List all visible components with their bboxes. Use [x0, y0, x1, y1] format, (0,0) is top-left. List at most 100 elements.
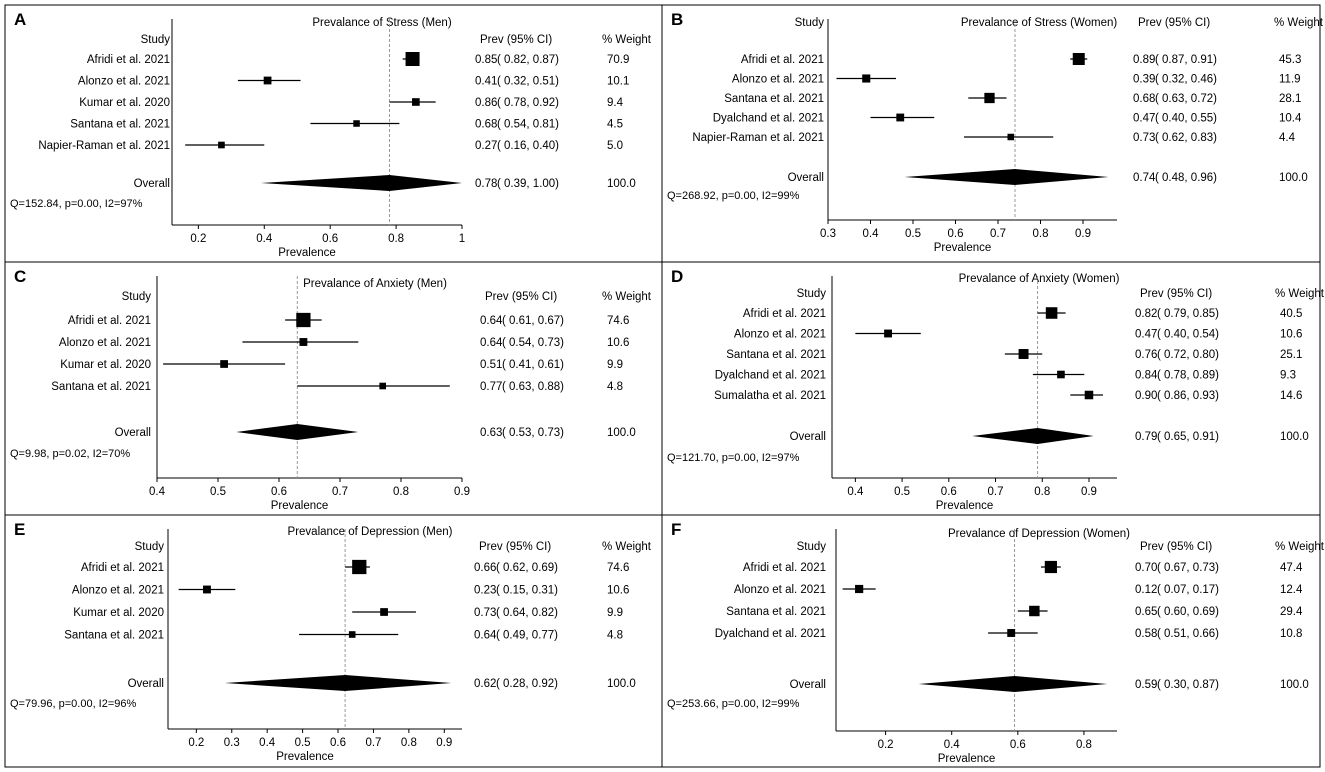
x-tick-label: 0.6	[322, 233, 338, 245]
header-prev-ci: Prev (95% CI)	[1138, 17, 1210, 29]
study-label: Afridi et al. 2021	[743, 308, 826, 320]
overall-prev: 0.74	[1133, 172, 1156, 184]
study-label: Alonzo et al. 2021	[78, 76, 170, 88]
study-weight: 70.9	[607, 54, 629, 66]
overall-ci: ( 0.53, 0.73)	[502, 427, 564, 439]
study-weight: 45.3	[1279, 54, 1301, 66]
study-ci: ( 0.40, 0.55)	[1155, 113, 1217, 125]
study-prev: 0.68	[475, 119, 497, 131]
overall-ci: ( 0.28, 0.92)	[496, 678, 558, 690]
x-axis-label: Prevalence	[938, 753, 996, 765]
study-label: Alonzo et al. 2021	[734, 329, 826, 341]
overall-weight: 100.0	[1279, 172, 1308, 184]
study-weight: 29.4	[1280, 606, 1303, 618]
study-label: Afridi et al. 2021	[743, 562, 826, 574]
study-ci: ( 0.62, 0.69)	[496, 562, 558, 574]
study-prev: 0.64	[474, 630, 497, 642]
study-prev: 0.12	[1135, 584, 1157, 596]
study-ci: ( 0.54, 0.73)	[502, 337, 564, 349]
study-ci: ( 0.40, 0.54)	[1157, 329, 1219, 341]
panel-b: B Prevalance of Stress (Women) Study Prev (…	[661, 4, 1324, 263]
point-estimate-marker	[299, 338, 308, 346]
point-estimate-marker	[1029, 605, 1040, 617]
overall-diamond	[904, 169, 1109, 185]
point-estimate-marker	[352, 559, 367, 575]
panel-letter: B	[671, 10, 683, 29]
heterogeneity-stat: Q=121.70, p=0.00, I2=97%	[667, 452, 800, 464]
overall-weight: 100.0	[1280, 679, 1309, 691]
study-label: Afridi et al. 2021	[741, 54, 824, 66]
study-ci: ( 0.78, 0.92)	[497, 97, 559, 109]
study-label: Sumalatha et al. 2021	[714, 390, 826, 402]
study-prev: 0.23	[474, 585, 496, 597]
panel-letter: C	[14, 267, 26, 286]
point-estimate-marker	[405, 52, 420, 66]
header-prev-ci: Prev (95% CI)	[485, 291, 557, 303]
overall-ci: ( 0.48, 0.96)	[1155, 172, 1217, 184]
study-weight: 10.6	[607, 337, 629, 349]
point-estimate-marker	[412, 98, 420, 106]
study-label: Santana et al. 2021	[70, 119, 170, 131]
study-weight: 9.4	[607, 97, 624, 109]
header-study: Study	[795, 17, 825, 29]
study-ci: ( 0.54, 0.81)	[497, 119, 559, 131]
header-weight: % Weight	[1275, 541, 1325, 553]
point-estimate-marker	[855, 584, 864, 594]
study-prev: 0.89	[1133, 54, 1155, 66]
study-prev: 0.73	[474, 607, 496, 619]
point-estimate-marker	[1057, 370, 1065, 379]
point-estimate-marker	[218, 141, 225, 149]
study-ci: ( 0.72, 0.80)	[1157, 349, 1219, 361]
header-study: Study	[141, 34, 171, 46]
panel-title: Prevalance of Stress (Men)	[312, 17, 452, 29]
study-ci: ( 0.67, 0.73)	[1157, 562, 1219, 574]
point-estimate-marker	[220, 360, 228, 368]
x-tick-label: 0.6	[330, 737, 346, 749]
point-estimate-marker	[1007, 133, 1014, 141]
point-estimate-marker	[380, 608, 388, 616]
point-estimate-marker	[296, 312, 311, 328]
panel-letter: D	[671, 267, 683, 286]
x-tick-label: 0.6	[948, 228, 964, 240]
point-estimate-marker	[1007, 629, 1016, 637]
study-weight: 4.8	[607, 381, 623, 393]
study-ci: ( 0.32, 0.46)	[1155, 74, 1217, 86]
study-prev: 0.86	[475, 97, 497, 109]
overall-weight: 100.0	[607, 678, 636, 690]
study-ci: ( 0.63, 0.72)	[1155, 93, 1217, 105]
x-tick-label: 0.7	[988, 486, 1004, 498]
point-estimate-marker	[1044, 560, 1057, 574]
x-tick-label: 0.4	[863, 228, 880, 240]
x-axis-label: Prevalence	[278, 247, 336, 259]
x-axis-label: Prevalence	[276, 751, 334, 763]
point-estimate-marker	[984, 92, 995, 104]
study-ci: ( 0.78, 0.89)	[1157, 370, 1219, 382]
x-tick-label: 0.3	[820, 228, 836, 240]
study-prev: 0.82	[1135, 308, 1157, 320]
x-tick-label: 0.8	[1033, 228, 1049, 240]
overall-weight: 100.0	[1280, 431, 1309, 443]
study-ci: ( 0.60, 0.69)	[1157, 606, 1219, 618]
study-weight: 28.1	[1279, 93, 1301, 105]
x-tick-label: 0.6	[271, 486, 287, 498]
panel-d: D Prevalance of Anxiety (Women) Study Prev …	[661, 261, 1325, 516]
x-tick-label: 0.4	[259, 737, 276, 749]
overall-label: Overall	[115, 427, 151, 439]
overall-prev: 0.79	[1135, 431, 1157, 443]
panel-title: Prevalance of Anxiety (Women)	[959, 273, 1120, 285]
study-label: Napier-Raman et al. 2021	[692, 132, 824, 144]
point-estimate-marker	[263, 76, 272, 85]
study-label: Alonzo et al. 2021	[72, 585, 164, 597]
heterogeneity-stat: Q=79.96, p=0.00, I2=96%	[10, 698, 137, 710]
study-weight: 5.0	[607, 140, 623, 152]
overall-weight: 100.0	[607, 427, 636, 439]
study-weight: 11.9	[1279, 74, 1301, 86]
point-estimate-marker	[379, 382, 387, 390]
x-tick-label: 0.4	[256, 233, 273, 245]
study-ci: ( 0.62, 0.83)	[1155, 132, 1217, 144]
x-tick-label: 0.8	[1076, 739, 1092, 751]
study-ci: ( 0.49, 0.77)	[496, 630, 558, 642]
study-label: Dyalchand et al. 2021	[715, 370, 826, 382]
x-axis-label: Prevalence	[936, 500, 994, 512]
study-label: Santana et al. 2021	[726, 606, 826, 618]
